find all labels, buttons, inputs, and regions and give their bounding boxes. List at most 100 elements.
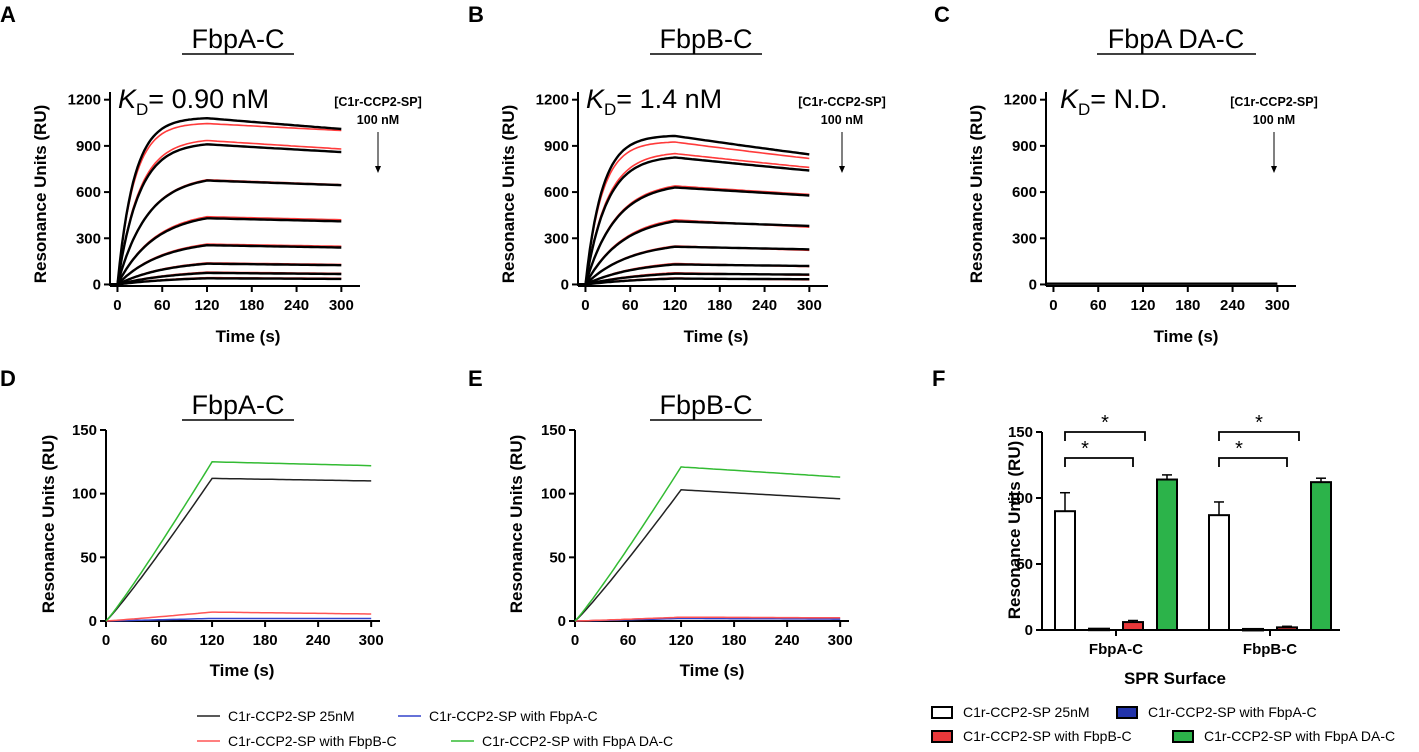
y-axis-title-f: Resonance Units (RU) [1005, 441, 1024, 620]
legend-label-25nm: C1r-CCP2-SP 25nM [228, 708, 355, 724]
bar [1276, 626, 1298, 631]
fit-trace-black [110, 217, 342, 286]
trace-fbpa-da [574, 466, 841, 622]
x-tick-label: 120 [669, 632, 694, 649]
significance-star: * [1081, 438, 1089, 460]
x-tick-label: 180 [1175, 297, 1200, 314]
x-tick-label: 0 [102, 632, 110, 649]
y-tick-label: 1200 [1004, 92, 1037, 109]
x-tick-label: 0 [1049, 297, 1057, 314]
plot-area-d: 0 50 100 150 0 60 120 180 240 300 [72, 422, 384, 649]
plot-area-a: 0 300 600 900 1200 0 60 120 180 240 300 [68, 92, 360, 314]
kd-sub-b: D [604, 100, 616, 119]
plot-area-b: 0 300 600 900 1200 0 60 120 180 240 300 [536, 92, 828, 314]
conc-label-c: [C1r-CCP2-SP] [1230, 95, 1318, 109]
trace-fbpb [105, 611, 372, 622]
panel-letter-f: F [932, 366, 945, 391]
x-tick-label: 0 [581, 297, 589, 314]
significance-star: * [1101, 412, 1109, 434]
kd-k-a: K [118, 84, 137, 114]
data-trace-red [110, 139, 342, 286]
y-tick-label: 0 [1029, 276, 1037, 293]
panel-d: D FbpA-C 0 50 100 150 0 60 120 180 240 300 Time (… [0, 366, 384, 680]
x-tick-label: FbpA-C [1089, 641, 1143, 658]
fit-trace-black [110, 179, 342, 286]
legend-bar-label-fbpb: C1r-CCP2-SP with FbpB-C [963, 728, 1132, 744]
conc-arrowhead-c [1271, 166, 1277, 173]
x-tick-label: 120 [194, 297, 219, 314]
trace-fbpa [105, 617, 372, 622]
x-tick-label: 240 [775, 632, 800, 649]
kd-value-c: = N.D. [1090, 84, 1167, 114]
legend-lines: C1r-CCP2-SP 25nM C1r-CCP2-SP with FbpA-C… [197, 708, 673, 749]
x-axis-title-d: Time (s) [210, 661, 275, 680]
y-tick-label: 0 [1025, 622, 1033, 639]
kd-sub-c: D [1078, 100, 1090, 119]
bar [1310, 481, 1332, 631]
kd-k-c: K [1060, 84, 1079, 114]
y-tick-label: 100 [72, 486, 97, 503]
conc-arrowhead-a [375, 166, 381, 173]
fit-trace-black [578, 263, 810, 286]
x-axis-title-a: Time (s) [216, 327, 281, 346]
x-tick-label: 180 [722, 632, 747, 649]
fit-trace-black [578, 245, 810, 286]
kd-sub-a: D [136, 100, 148, 119]
data-trace-red [110, 178, 342, 286]
bar [1088, 627, 1110, 632]
y-axis-title-a: Resonance Units (RU) [31, 105, 50, 284]
y-axis-title-e: Resonance Units (RU) [507, 435, 526, 614]
bar [1208, 514, 1230, 631]
fit-trace-black [578, 277, 810, 286]
panel-e: E FbpB-C 0 50 100 150 0 60 120 180 240 300 Time (… [468, 366, 853, 680]
conc-label-a: [C1r-CCP2-SP] [334, 95, 422, 109]
trace-fbpa-da [105, 461, 372, 622]
x-axis-title-b: Time (s) [684, 327, 749, 346]
x-axis-title-e: Time (s) [680, 661, 745, 680]
y-tick-label: 600 [76, 184, 101, 201]
fit-trace-black [110, 262, 342, 286]
y-tick-label: 600 [1012, 184, 1037, 201]
x-tick-label: 120 [200, 632, 225, 649]
y-tick-label: 600 [544, 184, 569, 201]
y-tick-label: 900 [76, 138, 101, 155]
x-tick-label: 180 [239, 297, 264, 314]
fit-trace-black [110, 116, 342, 286]
bar [1122, 621, 1144, 632]
legend-bar-swatch-white [931, 706, 953, 719]
plot-area-f: 0 50 100 150 FbpA-C * * FbpB-C * * [1008, 412, 1340, 658]
fit-trace-black [578, 134, 810, 286]
y-axis-title-d: Resonance Units (RU) [39, 435, 58, 614]
x-tick-label: 60 [154, 297, 171, 314]
conc-label-b: [C1r-CCP2-SP] [798, 95, 886, 109]
x-tick-label: 300 [828, 632, 853, 649]
data-trace-red [578, 185, 810, 286]
panel-letter-c: C [934, 2, 950, 27]
y-tick-label: 300 [1012, 230, 1037, 247]
x-tick-label: 120 [662, 297, 687, 314]
bar [1156, 478, 1178, 631]
panel-a: A FbpA-C KD= 0.90 nM [C1r-CCP2-SP] 100 n… [0, 2, 422, 346]
x-axis-title-f: SPR Surface [1124, 669, 1226, 688]
trace-25nm [574, 489, 841, 622]
panel-title-a: FbpA-C [191, 24, 284, 54]
fit-trace-black [578, 272, 810, 286]
x-tick-label: 240 [284, 297, 309, 314]
fit-trace-black [578, 220, 810, 286]
x-tick-label: 60 [620, 632, 637, 649]
kd-value-a: = 0.90 nM [148, 84, 269, 114]
y-tick-label: 1200 [536, 92, 569, 109]
trace-fbpb [574, 616, 841, 622]
conc-value-c: 100 nM [1253, 113, 1295, 127]
y-tick-label: 50 [80, 549, 97, 566]
y-tick-label: 0 [93, 276, 101, 293]
panel-title-e: FbpB-C [659, 390, 752, 420]
x-tick-label: 60 [622, 297, 639, 314]
legend-bar-swatch-red [931, 730, 953, 743]
y-tick-label: 0 [89, 613, 97, 630]
x-tick-label: 120 [1130, 297, 1155, 314]
kd-label-c: KD= N.D. [1060, 84, 1168, 119]
y-tick-label: 900 [1012, 138, 1037, 155]
y-tick-label: 0 [558, 613, 566, 630]
